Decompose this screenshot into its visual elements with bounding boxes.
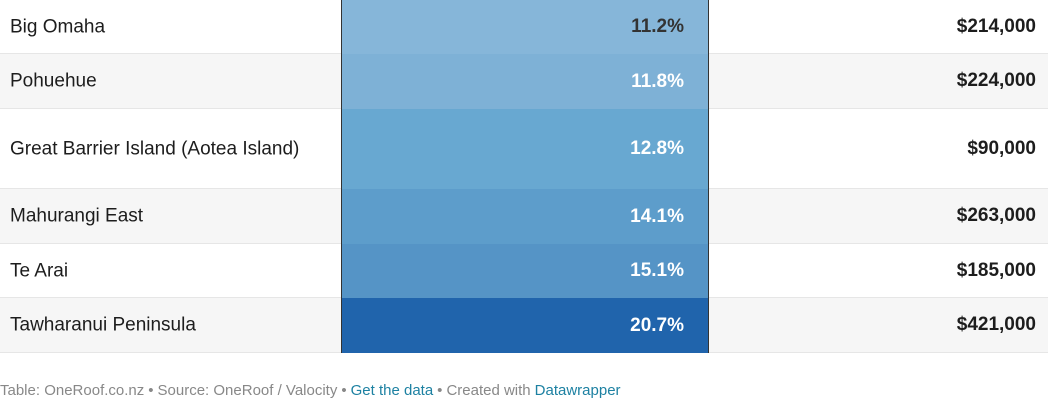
percent-value: 14.1% [630, 205, 684, 227]
footer-text: Source: OneRoof / Valocity [157, 382, 338, 399]
table: Big Omaha 11.2% $214,000 Pohuehue 11.8% $224,… [0, 0, 1048, 353]
percent-cell: 11.2% [341, 0, 709, 54]
percent-cell: 11.8% [341, 54, 709, 109]
locality-cell: Pohuehue [10, 70, 97, 92]
percent-cell: 15.1% [341, 244, 709, 298]
table-row: Te Arai 15.1% $185,000 [0, 244, 1048, 298]
price-cell: $214,000 [956, 15, 1036, 37]
percent-value: 11.8% [631, 70, 684, 92]
table-row: Great Barrier Island (Aotea Island) 12.8%… [0, 109, 1048, 189]
price-cell: $185,000 [956, 259, 1036, 281]
percent-cell: 20.7% [341, 298, 709, 353]
price-cell: $421,000 [956, 314, 1036, 335]
price-cell: $90,000 [967, 137, 1036, 159]
table-row: Tawharanui Peninsula 20.7% $421,000 [0, 298, 1048, 353]
footer-link[interactable]: Get the data [350, 382, 434, 399]
table-row: Mahurangi East 14.1% $263,000 [0, 189, 1048, 244]
percent-cell: 12.8% [341, 109, 709, 189]
percent-cell: 14.1% [341, 189, 709, 244]
table-row: Big Omaha 11.2% $214,000 [0, 0, 1048, 54]
percent-value: 20.7% [630, 314, 684, 336]
price-cell: $263,000 [956, 205, 1036, 226]
footer-text: • [437, 382, 443, 399]
locality-cell: Great Barrier Island (Aotea Island) [10, 138, 300, 159]
percent-value: 12.8% [630, 138, 684, 159]
price-cell: $224,000 [956, 70, 1036, 91]
locality-cell: Tawharanui Peninsula [10, 314, 196, 336]
footer-text: • [148, 382, 154, 399]
footer: Table: OneRoof.co.nz • Source: OneRoof / V… [0, 382, 625, 399]
table-row: Pohuehue 11.8% $224,000 [0, 54, 1048, 109]
footer-text: • [341, 382, 347, 399]
locality-cell: Mahurangi East [10, 205, 144, 227]
locality-cell: Big Omaha [10, 16, 106, 37]
footer-link[interactable]: Datawrapper [534, 382, 621, 399]
locality-cell: Te Arai [10, 260, 69, 281]
footer-text: Table: OneRoof.co.nz [0, 382, 145, 399]
footer-text: Created with [446, 382, 531, 399]
percent-value: 11.2% [631, 16, 684, 37]
percent-value: 15.1% [630, 260, 684, 281]
